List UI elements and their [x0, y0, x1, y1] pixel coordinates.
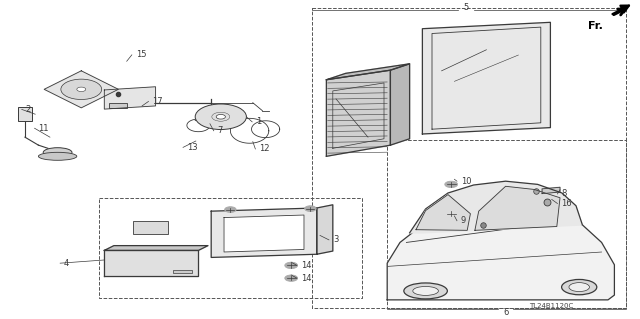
Bar: [173, 270, 192, 273]
Ellipse shape: [413, 286, 438, 295]
Polygon shape: [104, 246, 208, 250]
Text: TL24B1120C: TL24B1120C: [529, 303, 574, 309]
Text: 10: 10: [461, 177, 471, 186]
Polygon shape: [410, 181, 582, 233]
Ellipse shape: [404, 283, 447, 299]
Text: 14: 14: [301, 261, 311, 270]
Text: 4: 4: [64, 259, 69, 268]
Bar: [534, 200, 542, 205]
Text: 3: 3: [333, 235, 338, 244]
Circle shape: [445, 181, 458, 188]
Polygon shape: [224, 215, 304, 252]
Text: 2: 2: [26, 105, 31, 114]
Polygon shape: [390, 64, 410, 145]
Circle shape: [225, 207, 236, 212]
Polygon shape: [326, 64, 410, 80]
Text: 12: 12: [259, 145, 269, 153]
Text: 11: 11: [38, 124, 49, 133]
Circle shape: [77, 87, 86, 92]
Polygon shape: [104, 87, 156, 109]
Circle shape: [445, 211, 458, 217]
Bar: [133, 221, 168, 234]
Polygon shape: [326, 70, 390, 156]
Circle shape: [195, 104, 246, 130]
Polygon shape: [104, 250, 198, 276]
Circle shape: [61, 79, 102, 100]
Bar: [18, 107, 32, 121]
Circle shape: [216, 115, 225, 119]
Circle shape: [285, 275, 298, 281]
Text: 1: 1: [256, 117, 261, 126]
Circle shape: [285, 262, 298, 269]
Ellipse shape: [562, 279, 597, 295]
Ellipse shape: [38, 152, 77, 160]
Polygon shape: [416, 195, 470, 230]
Bar: [109, 103, 127, 108]
Text: 17: 17: [152, 97, 163, 106]
Circle shape: [305, 206, 316, 211]
Text: 16: 16: [561, 199, 572, 208]
Polygon shape: [422, 22, 550, 134]
Text: 15: 15: [136, 50, 146, 59]
Text: 5: 5: [463, 3, 468, 12]
Text: 13: 13: [187, 143, 198, 152]
Polygon shape: [475, 186, 560, 230]
Polygon shape: [542, 187, 560, 194]
Polygon shape: [211, 208, 317, 257]
Ellipse shape: [43, 148, 72, 157]
Text: Fr.: Fr.: [588, 20, 603, 31]
Text: 6: 6: [503, 308, 508, 317]
Ellipse shape: [569, 283, 589, 292]
Polygon shape: [317, 205, 333, 254]
Polygon shape: [44, 71, 118, 108]
Text: 9: 9: [461, 216, 466, 225]
Text: 14: 14: [301, 274, 311, 283]
Text: 7: 7: [218, 126, 223, 135]
Text: 8: 8: [561, 189, 566, 198]
Polygon shape: [387, 202, 614, 300]
